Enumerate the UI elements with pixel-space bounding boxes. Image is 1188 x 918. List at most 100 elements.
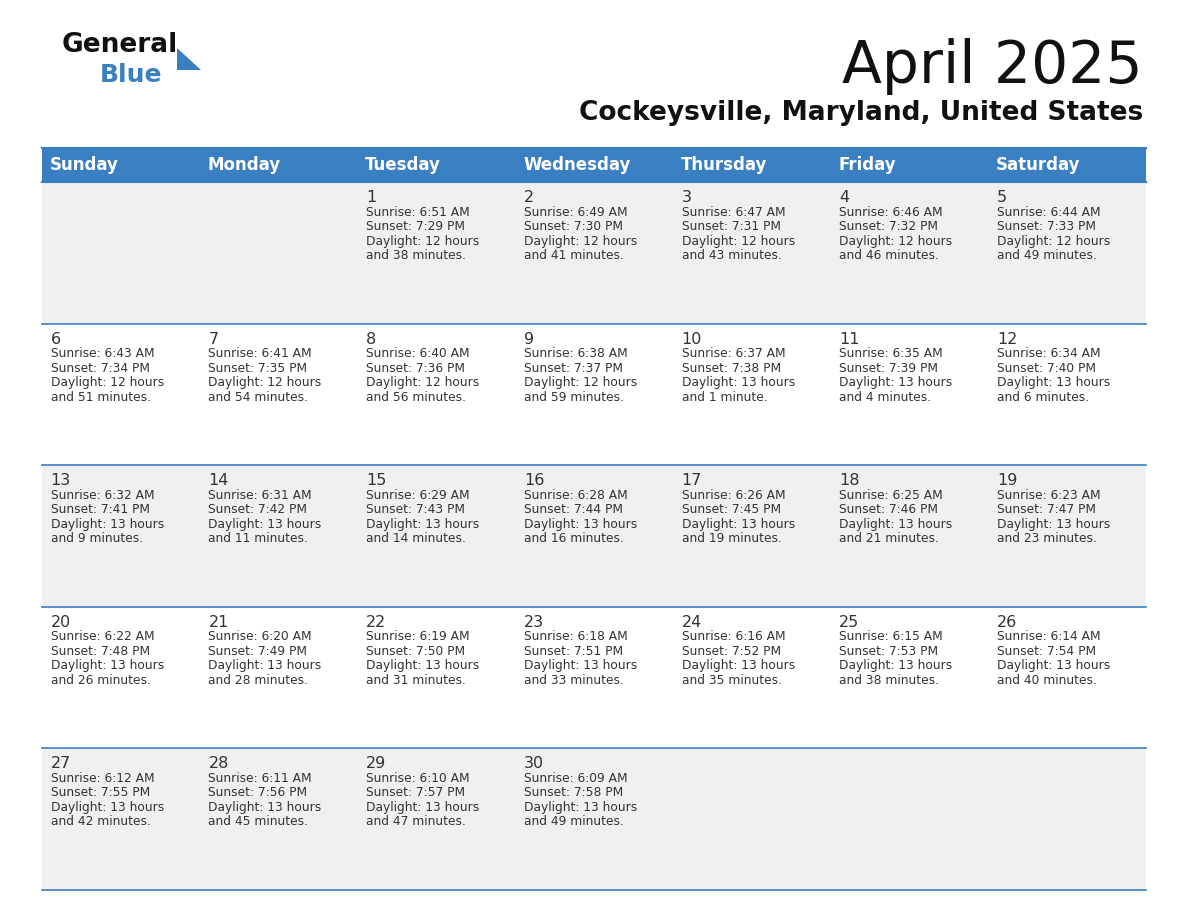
Text: Daylight: 13 hours: Daylight: 13 hours (366, 800, 479, 814)
Text: Sunrise: 6:12 AM: Sunrise: 6:12 AM (51, 772, 154, 785)
Text: and 54 minutes.: and 54 minutes. (208, 390, 309, 404)
Text: Daylight: 13 hours: Daylight: 13 hours (682, 659, 795, 672)
Text: Sunrise: 6:10 AM: Sunrise: 6:10 AM (366, 772, 469, 785)
Text: Sunrise: 6:16 AM: Sunrise: 6:16 AM (682, 631, 785, 644)
Text: Sunset: 7:50 PM: Sunset: 7:50 PM (366, 644, 466, 658)
Text: 26: 26 (997, 615, 1017, 630)
Text: Sunrise: 6:47 AM: Sunrise: 6:47 AM (682, 206, 785, 218)
Text: 2: 2 (524, 190, 533, 205)
Text: Sunday: Sunday (50, 156, 119, 174)
Text: and 21 minutes.: and 21 minutes. (839, 532, 940, 545)
Bar (830, 148, 988, 182)
Text: and 26 minutes.: and 26 minutes. (51, 674, 151, 687)
Text: Sunrise: 6:11 AM: Sunrise: 6:11 AM (208, 772, 312, 785)
Text: Sunrise: 6:09 AM: Sunrise: 6:09 AM (524, 772, 627, 785)
Text: Sunrise: 6:31 AM: Sunrise: 6:31 AM (208, 488, 312, 502)
Text: Sunset: 7:32 PM: Sunset: 7:32 PM (839, 220, 939, 233)
Text: Daylight: 13 hours: Daylight: 13 hours (839, 518, 953, 531)
Text: Sunset: 7:44 PM: Sunset: 7:44 PM (524, 503, 623, 516)
Text: Sunset: 7:40 PM: Sunset: 7:40 PM (997, 362, 1097, 375)
Text: Daylight: 13 hours: Daylight: 13 hours (524, 659, 637, 672)
Text: 6: 6 (51, 331, 61, 347)
Text: Daylight: 12 hours: Daylight: 12 hours (524, 376, 637, 389)
Text: Sunset: 7:52 PM: Sunset: 7:52 PM (682, 644, 781, 658)
Bar (516, 148, 672, 182)
Polygon shape (177, 48, 201, 70)
Text: Sunset: 7:49 PM: Sunset: 7:49 PM (208, 644, 308, 658)
Text: Sunrise: 6:29 AM: Sunrise: 6:29 AM (366, 488, 469, 502)
Text: Daylight: 13 hours: Daylight: 13 hours (682, 376, 795, 389)
Text: Sunrise: 6:49 AM: Sunrise: 6:49 AM (524, 206, 627, 218)
Text: and 42 minutes.: and 42 minutes. (51, 815, 151, 828)
Bar (42, 465, 1146, 607)
Text: Daylight: 13 hours: Daylight: 13 hours (839, 659, 953, 672)
Text: 20: 20 (51, 615, 71, 630)
Text: Daylight: 13 hours: Daylight: 13 hours (51, 659, 164, 672)
Text: Daylight: 12 hours: Daylight: 12 hours (682, 234, 795, 248)
Text: and 14 minutes.: and 14 minutes. (366, 532, 466, 545)
Text: 15: 15 (366, 473, 386, 488)
Text: Sunset: 7:38 PM: Sunset: 7:38 PM (682, 362, 781, 375)
Text: and 23 minutes.: and 23 minutes. (997, 532, 1097, 545)
Text: and 1 minute.: and 1 minute. (682, 390, 767, 404)
Text: Daylight: 13 hours: Daylight: 13 hours (997, 518, 1111, 531)
Text: Daylight: 13 hours: Daylight: 13 hours (524, 800, 637, 814)
Text: Sunrise: 6:20 AM: Sunrise: 6:20 AM (208, 631, 312, 644)
Text: and 49 minutes.: and 49 minutes. (997, 249, 1097, 262)
Text: 29: 29 (366, 756, 386, 771)
Bar (42, 607, 1146, 748)
Text: Sunrise: 6:19 AM: Sunrise: 6:19 AM (366, 631, 469, 644)
Text: 16: 16 (524, 473, 544, 488)
Text: Sunrise: 6:25 AM: Sunrise: 6:25 AM (839, 488, 943, 502)
Text: Daylight: 13 hours: Daylight: 13 hours (997, 376, 1111, 389)
Text: and 16 minutes.: and 16 minutes. (524, 532, 624, 545)
Text: and 45 minutes.: and 45 minutes. (208, 815, 309, 828)
Text: April 2025: April 2025 (842, 38, 1143, 95)
Text: Sunrise: 6:46 AM: Sunrise: 6:46 AM (839, 206, 943, 218)
Text: Daylight: 12 hours: Daylight: 12 hours (839, 234, 953, 248)
Text: Daylight: 12 hours: Daylight: 12 hours (997, 234, 1111, 248)
Text: 12: 12 (997, 331, 1017, 347)
Text: and 31 minutes.: and 31 minutes. (366, 674, 466, 687)
Text: Sunset: 7:39 PM: Sunset: 7:39 PM (839, 362, 939, 375)
Text: and 19 minutes.: and 19 minutes. (682, 532, 782, 545)
Text: Daylight: 13 hours: Daylight: 13 hours (997, 659, 1111, 672)
Bar (42, 748, 1146, 890)
Text: Sunset: 7:46 PM: Sunset: 7:46 PM (839, 503, 939, 516)
Bar (358, 148, 516, 182)
Text: Monday: Monday (208, 156, 280, 174)
Text: Sunrise: 6:38 AM: Sunrise: 6:38 AM (524, 347, 627, 360)
Text: Daylight: 13 hours: Daylight: 13 hours (682, 518, 795, 531)
Text: Sunset: 7:42 PM: Sunset: 7:42 PM (208, 503, 308, 516)
Text: 24: 24 (682, 615, 702, 630)
Text: General: General (62, 32, 178, 58)
Text: Daylight: 12 hours: Daylight: 12 hours (366, 234, 479, 248)
Bar (42, 324, 1146, 465)
Text: and 6 minutes.: and 6 minutes. (997, 390, 1089, 404)
Text: 23: 23 (524, 615, 544, 630)
Text: and 51 minutes.: and 51 minutes. (51, 390, 151, 404)
Bar (42, 182, 1146, 324)
Text: and 46 minutes.: and 46 minutes. (839, 249, 940, 262)
Text: Daylight: 13 hours: Daylight: 13 hours (524, 518, 637, 531)
Text: Sunset: 7:30 PM: Sunset: 7:30 PM (524, 220, 623, 233)
Text: Tuesday: Tuesday (366, 156, 441, 174)
Bar (988, 148, 1146, 182)
Text: 11: 11 (839, 331, 860, 347)
Text: 28: 28 (208, 756, 229, 771)
Text: Sunset: 7:54 PM: Sunset: 7:54 PM (997, 644, 1097, 658)
Text: Sunset: 7:56 PM: Sunset: 7:56 PM (208, 787, 308, 800)
Text: Daylight: 12 hours: Daylight: 12 hours (51, 376, 164, 389)
Text: and 28 minutes.: and 28 minutes. (208, 674, 309, 687)
Text: and 35 minutes.: and 35 minutes. (682, 674, 782, 687)
Text: Sunrise: 6:32 AM: Sunrise: 6:32 AM (51, 488, 154, 502)
Text: Sunset: 7:36 PM: Sunset: 7:36 PM (366, 362, 466, 375)
Text: 9: 9 (524, 331, 533, 347)
Text: Sunset: 7:37 PM: Sunset: 7:37 PM (524, 362, 623, 375)
Text: Sunset: 7:47 PM: Sunset: 7:47 PM (997, 503, 1097, 516)
Text: and 56 minutes.: and 56 minutes. (366, 390, 466, 404)
Text: Sunrise: 6:35 AM: Sunrise: 6:35 AM (839, 347, 943, 360)
Text: and 9 minutes.: and 9 minutes. (51, 532, 143, 545)
Text: and 59 minutes.: and 59 minutes. (524, 390, 624, 404)
Text: Sunrise: 6:28 AM: Sunrise: 6:28 AM (524, 488, 627, 502)
